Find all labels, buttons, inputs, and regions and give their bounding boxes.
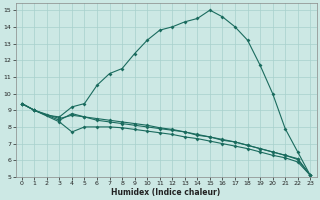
X-axis label: Humidex (Indice chaleur): Humidex (Indice chaleur) xyxy=(111,188,221,197)
